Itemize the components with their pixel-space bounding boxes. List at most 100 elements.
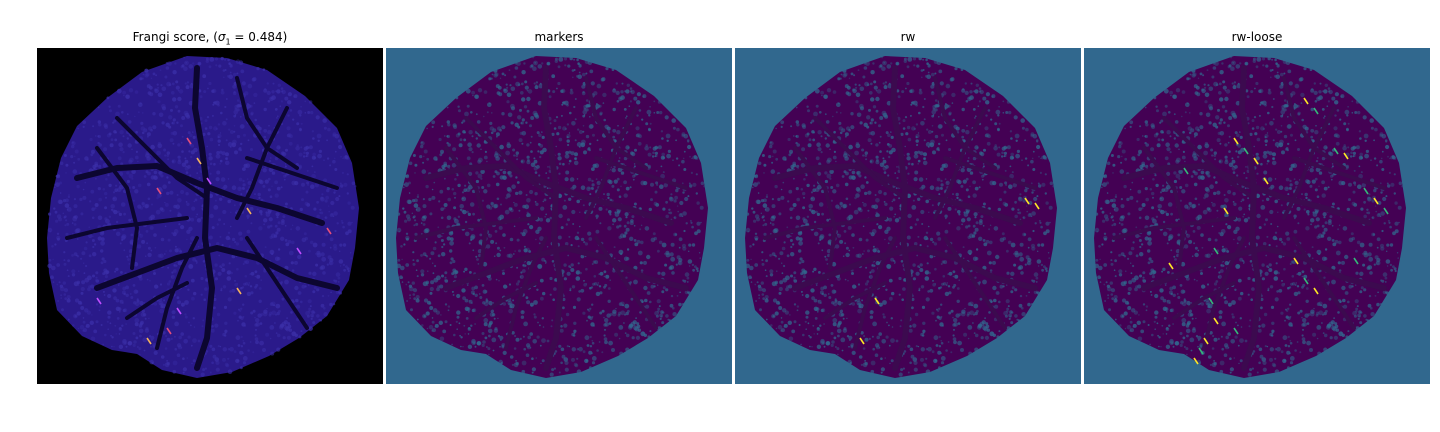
vessel: [235, 106, 289, 220]
highlight-mark: [1253, 157, 1259, 165]
vessel: [943, 156, 1037, 190]
panel-canvas: [735, 48, 1081, 384]
panel-title-rw: rw: [900, 30, 916, 44]
vessel: [793, 146, 837, 270]
vessel: [763, 216, 887, 240]
vessel: [1282, 76, 1346, 170]
vessel: [125, 281, 189, 320]
panel-title-markers: markers: [534, 30, 584, 44]
highlight-mark: [176, 307, 182, 315]
vessel: [464, 116, 558, 200]
rw-image: [735, 48, 1081, 384]
vessel: [444, 146, 488, 270]
texture: [396, 56, 706, 377]
vessel: [1162, 116, 1256, 200]
vessel: [933, 76, 997, 170]
frangi-image: [37, 48, 383, 384]
panel-canvas: [37, 48, 383, 384]
vessel: [1142, 146, 1186, 270]
vessels: [1112, 65, 1387, 371]
highlight-mark: [1168, 262, 1174, 270]
highlight-mark: [246, 207, 252, 215]
highlight-mark: [1213, 317, 1219, 325]
highlight-mark: [1303, 97, 1309, 105]
highlight-mark: [326, 227, 332, 235]
highlight-mark: [1363, 187, 1369, 195]
vessel: [813, 116, 907, 200]
highlight-mark: [146, 337, 152, 345]
vessel: [1239, 65, 1262, 371]
rw-loose-image: [1084, 48, 1430, 384]
vessel: [1112, 216, 1236, 240]
vessel: [1121, 163, 1372, 226]
vessel: [414, 216, 538, 240]
vessel: [890, 65, 913, 371]
vessel: [245, 236, 309, 330]
vessel: [94, 245, 340, 291]
highlights: [96, 137, 332, 345]
highlight-mark: [1343, 152, 1349, 160]
highlight-mark: [1373, 197, 1379, 205]
vessels: [763, 65, 1038, 371]
vessel: [74, 163, 325, 226]
highlight-mark: [96, 297, 102, 305]
highlight-mark: [156, 187, 162, 195]
highlight-mark: [206, 177, 212, 185]
vessel: [584, 76, 648, 170]
highlight-mark: [1383, 207, 1389, 215]
markers-image: [386, 48, 732, 384]
highlight-mark: [1313, 107, 1319, 115]
panel-canvas: [1084, 48, 1430, 384]
vessel: [772, 163, 1023, 226]
highlight-mark: [1243, 147, 1249, 155]
highlights: [859, 197, 1040, 345]
vessel: [1282, 106, 1336, 220]
vessel: [823, 281, 887, 320]
vessel: [584, 106, 638, 220]
highlight-mark: [1213, 247, 1219, 255]
vessel: [541, 65, 564, 371]
vessel: [1292, 156, 1386, 190]
vessel: [474, 281, 538, 320]
highlight-mark: [1313, 287, 1319, 295]
vessel: [95, 146, 139, 270]
vessel: [943, 236, 1007, 330]
panel-title-frangi: Frangi score, (σ1 = 0.484): [132, 30, 288, 47]
panel-canvas: [386, 48, 732, 384]
vessel: [65, 216, 189, 240]
highlight-mark: [1024, 197, 1030, 205]
highlight-mark: [1034, 202, 1040, 210]
highlight-mark: [296, 247, 302, 255]
vessel: [594, 236, 658, 330]
highlight-mark: [1293, 257, 1299, 265]
vessel: [1172, 281, 1236, 320]
highlight-mark: [196, 157, 202, 165]
vessel: [594, 156, 688, 190]
vessels: [414, 65, 689, 371]
vessel: [423, 163, 674, 226]
highlight-mark: [1263, 177, 1269, 185]
vessel: [1141, 245, 1387, 291]
highlight-mark: [1203, 337, 1209, 345]
highlight-mark: [1353, 257, 1359, 265]
vessel: [235, 76, 299, 170]
vessel: [245, 156, 339, 190]
highlight-mark: [236, 287, 242, 295]
highlight-mark: [859, 337, 865, 345]
highlight-mark: [1333, 147, 1339, 155]
vessel: [443, 245, 689, 291]
vessel: [1292, 236, 1356, 330]
vessel: [115, 116, 209, 200]
vessel: [933, 106, 987, 220]
highlight-mark: [1198, 347, 1204, 355]
highlight-mark: [1233, 137, 1239, 145]
panel-title-rw-loose: rw-loose: [1231, 30, 1283, 44]
highlight-mark: [1303, 277, 1309, 285]
vessel: [192, 65, 215, 371]
highlights: [1168, 97, 1389, 365]
highlight-mark: [874, 297, 880, 305]
highlight-mark: [1208, 297, 1214, 305]
highlight-mark: [166, 327, 172, 335]
highlight-mark: [1233, 327, 1239, 335]
highlight-mark: [186, 137, 192, 145]
